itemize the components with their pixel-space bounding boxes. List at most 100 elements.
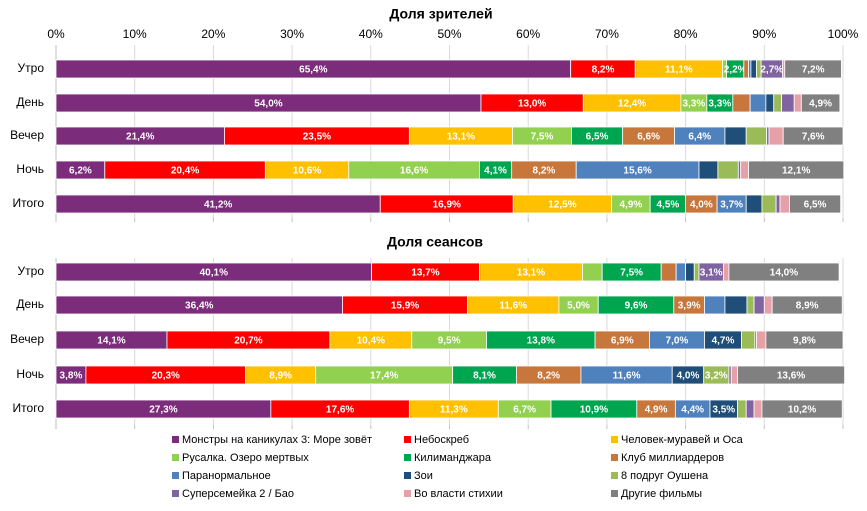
data-label: 2,7% — [760, 65, 783, 76]
data-label: 10,4% — [357, 336, 385, 347]
bar-segment — [728, 262, 840, 282]
data-label: 7,5% — [531, 132, 554, 143]
bar-segment — [732, 93, 751, 113]
chart-title: Доля зрителей — [389, 6, 492, 22]
legend-swatch — [611, 472, 618, 479]
data-label: 15,9% — [391, 301, 419, 312]
y-tick-label: Утро — [18, 61, 45, 75]
x-tick-label: 100% — [828, 27, 859, 41]
data-label: 4,9% — [809, 99, 832, 110]
data-label: 14,0% — [770, 268, 798, 279]
data-label: 11,3% — [440, 405, 468, 416]
bar-segment — [775, 194, 781, 214]
data-label: 13,1% — [517, 268, 545, 279]
bar-segment — [763, 295, 773, 315]
data-label: 3,2% — [705, 371, 728, 382]
bar-segment — [704, 295, 726, 315]
legend-label: 8 подруг Оушена — [621, 470, 709, 482]
legend-label: Во власти стихии — [414, 488, 503, 500]
data-label: 4,7% — [712, 336, 735, 347]
data-label: 4,4% — [681, 405, 704, 416]
data-label: 13,1% — [447, 132, 475, 143]
bar-segment — [740, 160, 749, 180]
legend-swatch — [404, 472, 411, 479]
data-label: 40,1% — [200, 268, 228, 279]
data-label: 10,2% — [788, 405, 816, 416]
data-label: 17,4% — [370, 371, 398, 382]
legend-label: Паранормальное — [182, 470, 271, 482]
legend-swatch — [172, 472, 179, 479]
bar-segment — [793, 93, 802, 113]
bar-segment — [745, 126, 768, 146]
legend-label: Килиманджара — [414, 452, 492, 464]
data-label: 2,2% — [724, 65, 747, 76]
data-label: 8,9% — [796, 301, 819, 312]
data-label: 6,5% — [586, 132, 609, 143]
data-label: 6,2% — [69, 166, 92, 177]
bar-segment — [756, 330, 767, 350]
data-label: 20,7% — [234, 336, 262, 347]
data-label: 20,4% — [171, 166, 199, 177]
data-label: 6,5% — [804, 200, 827, 211]
x-tick-label: 30% — [280, 27, 304, 41]
bar-segment — [730, 365, 738, 385]
bar-segment — [749, 93, 767, 113]
data-label: 36,4% — [185, 301, 213, 312]
data-label: 7,5% — [620, 268, 643, 279]
y-tick-label: Вечер — [10, 332, 44, 346]
data-label: 14,1% — [97, 336, 125, 347]
y-tick-label: Ночь — [16, 367, 44, 381]
data-label: 54,0% — [254, 99, 282, 110]
bar-segment — [753, 399, 763, 419]
legend-swatch — [611, 490, 618, 497]
data-label: 16,9% — [433, 200, 461, 211]
data-label: 10,9% — [580, 405, 608, 416]
data-label: 8,1% — [473, 371, 496, 382]
data-label: 12,4% — [618, 99, 646, 110]
data-label: 9,5% — [438, 336, 461, 347]
data-label: 4,9% — [645, 405, 668, 416]
legend-label: Клуб миллиардеров — [621, 452, 724, 464]
data-label: 3,5% — [712, 405, 735, 416]
legend-swatch — [404, 436, 411, 443]
legend-swatch — [404, 454, 411, 461]
x-tick-label: 20% — [201, 27, 225, 41]
bar-segment — [781, 93, 795, 113]
bar-segment — [737, 365, 845, 385]
y-tick-label: Ночь — [16, 162, 44, 176]
legend-swatch — [172, 436, 179, 443]
data-label: 7,6% — [802, 132, 825, 143]
chart-title: Доля сеансов — [387, 234, 483, 250]
data-label: 3,7% — [720, 200, 743, 211]
bar-segment — [784, 59, 842, 79]
data-label: 7,0% — [666, 336, 689, 347]
bar-segment — [693, 262, 700, 282]
data-label: 3,8% — [60, 371, 83, 382]
data-label: 3,9% — [678, 301, 701, 312]
data-label: 3,3% — [708, 99, 731, 110]
x-tick-label: 0% — [47, 27, 65, 41]
data-label: 23,5% — [303, 132, 331, 143]
data-label: 6,9% — [611, 336, 634, 347]
data-label: 4,5% — [656, 200, 679, 211]
data-label: 21,4% — [126, 132, 154, 143]
bar-segment — [698, 160, 719, 180]
bar-segment — [771, 295, 843, 315]
bar-segment — [741, 330, 756, 350]
x-tick-label: 40% — [359, 27, 383, 41]
bar-segment — [582, 262, 603, 282]
bar-segment — [717, 160, 739, 180]
bar-segment — [765, 330, 844, 350]
data-label: 11,1% — [665, 65, 693, 76]
data-label: 6,7% — [513, 405, 536, 416]
data-label: 4,0% — [677, 371, 700, 382]
bar-segment — [685, 262, 695, 282]
data-label: 10,6% — [293, 166, 321, 177]
bar-segment — [768, 126, 784, 146]
bar-segment — [743, 59, 749, 79]
data-label: 20,3% — [152, 371, 180, 382]
y-tick-label: Вечер — [10, 128, 44, 142]
data-label: 13,0% — [518, 99, 546, 110]
bar-segment — [753, 295, 765, 315]
